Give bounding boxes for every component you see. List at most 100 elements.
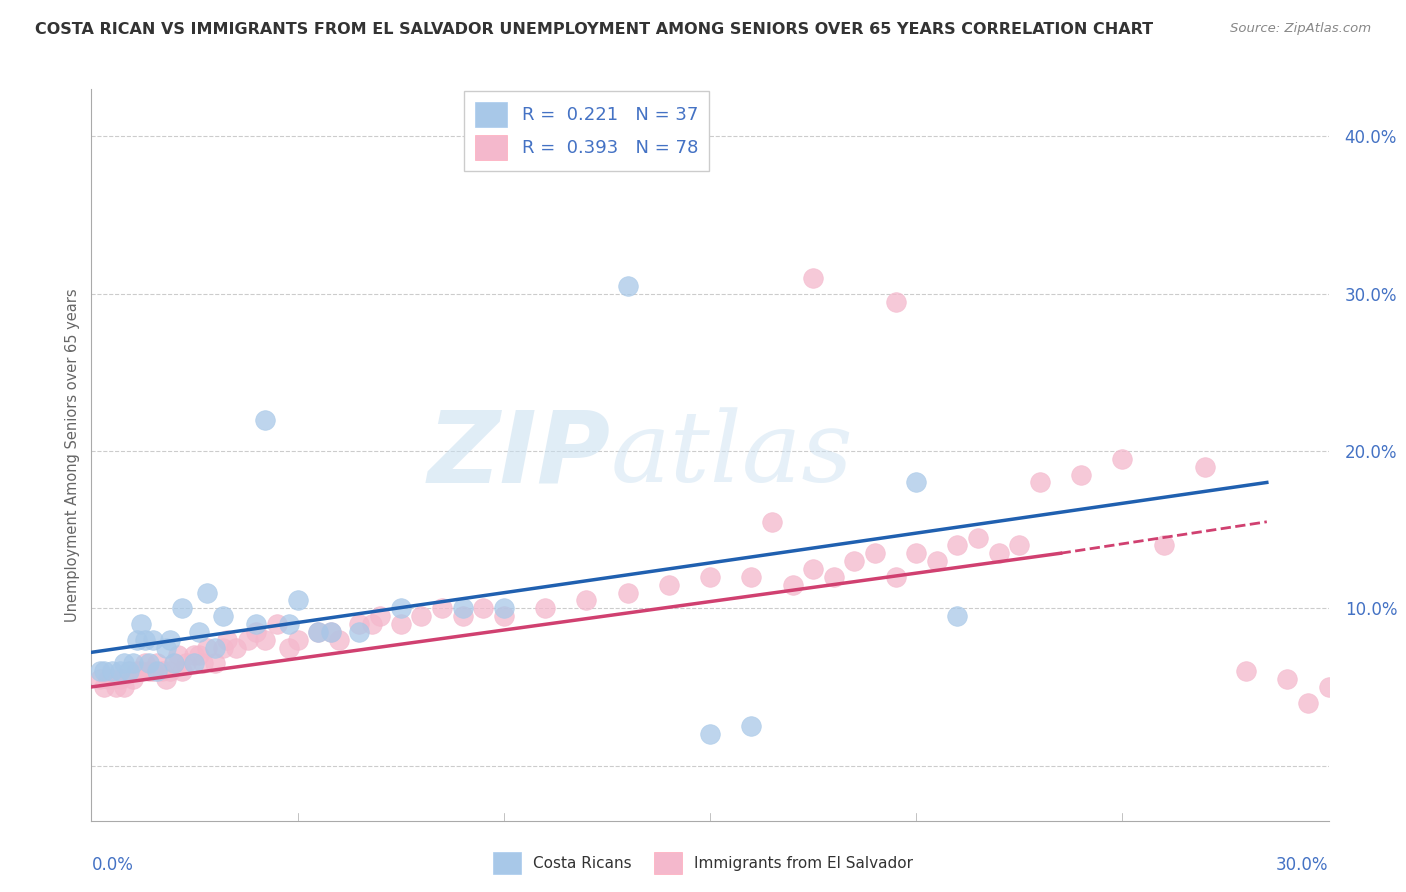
Point [287,632,309,647]
Point [134,657,156,671]
Point [492,601,515,615]
Point [905,546,928,560]
Point [1234,664,1257,678]
Point [307,624,329,639]
Point [905,475,928,490]
Legend: R =  0.221   N = 37, R =  0.393   N = 78: R = 0.221 N = 37, R = 0.393 N = 78 [464,91,709,171]
Point [863,546,886,560]
Point [105,680,128,694]
Point [884,294,907,309]
Point [844,554,866,568]
Point [121,672,143,686]
Point [946,609,969,624]
Point [266,617,288,632]
Point [740,719,762,733]
Point [575,593,598,607]
Point [1029,475,1052,490]
Point [1070,467,1092,482]
Point [884,570,907,584]
Y-axis label: Unemployment Among Seniors over 65 years: Unemployment Among Seniors over 65 years [65,288,80,622]
Point [253,632,276,647]
Point [492,609,515,624]
Point [740,570,762,584]
Point [112,657,135,671]
Point [411,609,433,624]
Point [204,640,226,655]
Point [534,601,557,615]
Text: atlas: atlas [612,408,853,502]
Point [782,577,804,591]
Point [101,664,124,678]
Point [89,664,111,678]
Point [159,632,181,647]
Point [191,657,214,671]
Point [328,632,350,647]
Point [1296,696,1319,710]
Point [472,601,495,615]
Point [159,664,181,678]
Point [389,617,412,632]
Point [212,609,235,624]
Point [155,672,177,686]
Point [658,577,681,591]
Point [134,632,156,647]
Point [349,617,371,632]
Point [117,664,139,678]
Point [110,664,132,678]
Text: 0.0%: 0.0% [91,855,134,874]
Point [987,546,1010,560]
Point [117,664,139,678]
Point [204,657,226,671]
Point [287,593,309,607]
Point [946,538,969,552]
Point [236,632,259,647]
Point [925,554,948,568]
Point [101,672,124,686]
Point [167,648,190,663]
Point [93,680,115,694]
Point [278,640,301,655]
Point [195,640,218,655]
Point [212,640,235,655]
Point [368,609,391,624]
Point [146,657,169,671]
Point [195,585,218,599]
Point [97,672,120,686]
Point [172,664,194,678]
Point [761,515,783,529]
Text: COSTA RICAN VS IMMIGRANTS FROM EL SALVADOR UNEMPLOYMENT AMONG SENIORS OVER 65 YE: COSTA RICAN VS IMMIGRANTS FROM EL SALVAD… [35,22,1153,37]
Point [187,648,209,663]
Point [89,672,111,686]
Point [1194,459,1216,474]
Point [1277,672,1299,686]
Point [1153,538,1175,552]
Point [245,617,267,632]
Point [278,617,301,632]
Point [389,601,412,615]
Point [146,664,169,678]
Text: ZIP: ZIP [427,407,612,503]
Point [142,632,165,647]
Point [138,664,160,678]
Point [699,727,721,741]
Point [172,601,194,615]
Point [217,632,239,647]
Point [138,657,160,671]
Point [110,672,132,686]
Point [183,657,205,671]
Point [616,278,638,293]
Point [451,609,474,624]
Point [801,271,824,285]
Point [150,664,173,678]
Legend: Costa Ricans, Immigrants from El Salvador: Costa Ricans, Immigrants from El Salvado… [486,846,920,880]
Point [163,657,186,671]
Point [187,624,209,639]
Point [93,664,115,678]
Point [183,648,205,663]
Point [699,570,721,584]
Point [307,624,329,639]
Point [129,664,152,678]
Point [349,624,371,639]
Point [967,531,990,545]
Point [430,601,453,615]
